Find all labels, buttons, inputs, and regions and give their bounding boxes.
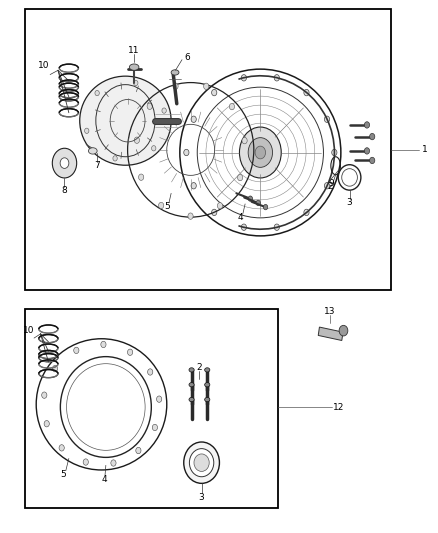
- Circle shape: [248, 138, 272, 167]
- Text: 11: 11: [128, 46, 140, 55]
- Circle shape: [134, 80, 138, 86]
- Circle shape: [255, 146, 265, 159]
- Text: 5: 5: [164, 202, 170, 211]
- Circle shape: [191, 116, 196, 123]
- Circle shape: [59, 445, 64, 451]
- Circle shape: [134, 137, 139, 143]
- Text: 12: 12: [332, 402, 344, 411]
- Circle shape: [148, 369, 153, 375]
- Circle shape: [237, 174, 243, 181]
- Circle shape: [83, 459, 88, 465]
- Circle shape: [240, 127, 281, 178]
- Ellipse shape: [184, 442, 219, 483]
- Circle shape: [184, 149, 189, 156]
- Circle shape: [325, 183, 330, 189]
- Circle shape: [152, 424, 158, 431]
- Circle shape: [85, 128, 89, 133]
- Ellipse shape: [88, 148, 97, 154]
- Ellipse shape: [194, 454, 209, 471]
- Ellipse shape: [189, 449, 214, 477]
- Text: 10: 10: [23, 326, 35, 335]
- Ellipse shape: [205, 398, 210, 402]
- Circle shape: [370, 157, 375, 164]
- Text: 6: 6: [185, 53, 191, 62]
- Text: 8: 8: [62, 186, 67, 195]
- Bar: [25, 309, 278, 508]
- Ellipse shape: [189, 398, 194, 402]
- Circle shape: [263, 205, 268, 210]
- Circle shape: [138, 174, 144, 180]
- Circle shape: [60, 158, 69, 168]
- Bar: [318, 327, 343, 341]
- Text: 10: 10: [38, 61, 50, 69]
- Ellipse shape: [129, 64, 139, 70]
- Circle shape: [44, 421, 49, 427]
- Circle shape: [230, 103, 235, 110]
- Circle shape: [304, 90, 309, 96]
- Circle shape: [204, 83, 209, 90]
- Circle shape: [127, 349, 133, 356]
- Circle shape: [53, 366, 57, 372]
- Text: 5: 5: [61, 471, 67, 479]
- Circle shape: [212, 90, 217, 96]
- Circle shape: [212, 209, 217, 215]
- Text: 4: 4: [101, 475, 107, 484]
- Circle shape: [339, 325, 348, 336]
- Circle shape: [370, 133, 375, 140]
- Circle shape: [156, 396, 162, 402]
- Circle shape: [152, 146, 156, 151]
- Circle shape: [332, 149, 337, 156]
- Circle shape: [364, 122, 370, 128]
- Circle shape: [242, 138, 247, 144]
- Circle shape: [274, 224, 279, 230]
- Circle shape: [101, 341, 106, 348]
- Circle shape: [52, 148, 77, 178]
- Circle shape: [147, 103, 152, 109]
- Text: 2: 2: [327, 182, 333, 191]
- Ellipse shape: [189, 383, 194, 387]
- Circle shape: [111, 460, 116, 466]
- Circle shape: [136, 447, 141, 454]
- Ellipse shape: [205, 383, 210, 387]
- Circle shape: [191, 183, 196, 189]
- Circle shape: [241, 224, 247, 230]
- Circle shape: [74, 347, 79, 353]
- Text: 9: 9: [328, 179, 334, 188]
- Circle shape: [113, 156, 117, 161]
- Circle shape: [364, 148, 370, 154]
- Circle shape: [217, 203, 223, 209]
- Text: 4: 4: [237, 213, 243, 222]
- Text: 1: 1: [421, 146, 427, 155]
- Circle shape: [248, 196, 253, 201]
- Ellipse shape: [80, 76, 171, 165]
- Circle shape: [162, 108, 166, 113]
- Circle shape: [173, 83, 178, 90]
- Text: 13: 13: [324, 306, 336, 316]
- Circle shape: [241, 75, 247, 81]
- Circle shape: [42, 392, 47, 398]
- Ellipse shape: [205, 368, 210, 372]
- Ellipse shape: [171, 70, 179, 75]
- Circle shape: [256, 200, 260, 206]
- Circle shape: [325, 116, 330, 123]
- Text: 2: 2: [197, 363, 202, 372]
- Circle shape: [95, 91, 99, 96]
- Bar: [25, 10, 391, 290]
- Circle shape: [274, 75, 279, 81]
- Text: 3: 3: [199, 493, 205, 502]
- Circle shape: [159, 203, 164, 209]
- Circle shape: [188, 213, 193, 219]
- Text: 3: 3: [347, 198, 353, 207]
- Ellipse shape: [189, 368, 194, 372]
- Circle shape: [304, 209, 309, 215]
- Text: 7: 7: [94, 161, 100, 169]
